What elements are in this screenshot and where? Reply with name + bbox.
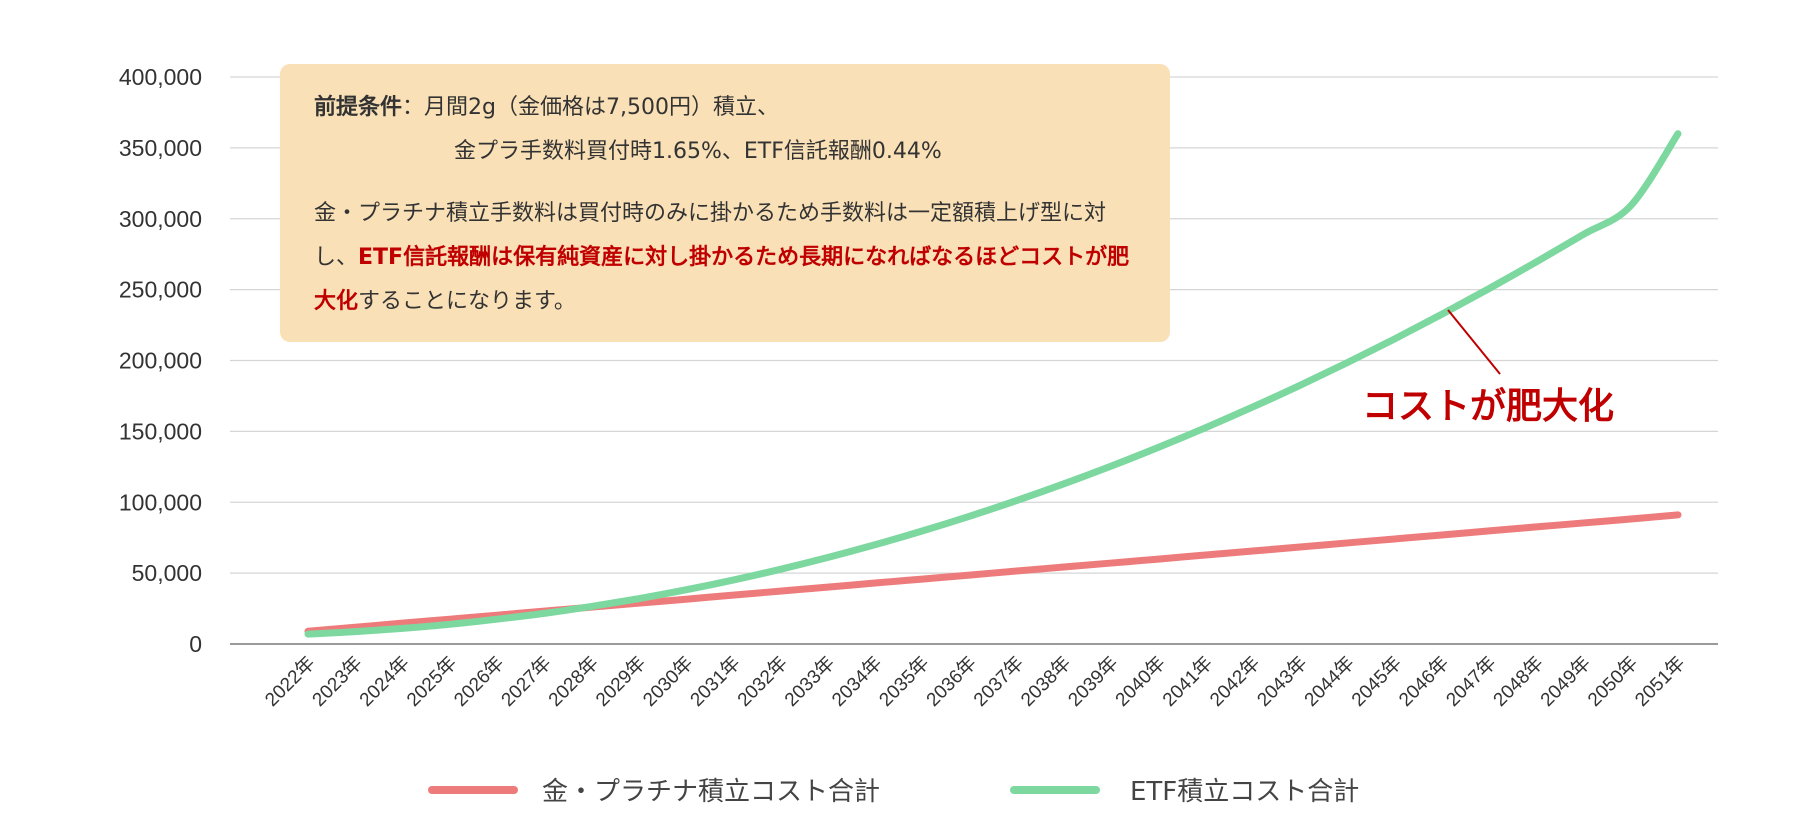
x-tick-label: 2037年 (969, 652, 1028, 711)
legend-label-etf: ETF積立コスト合計 (1130, 777, 1359, 807)
x-tick-label: 2040年 (1111, 652, 1170, 711)
condition-line-2: 金プラ手数料買付時1.65%、ETF信託報酬0.44% (454, 139, 942, 164)
y-tick-label: 350,000 (119, 135, 202, 161)
x-tick-label: 2049年 (1536, 652, 1595, 711)
x-tick-label: 2025年 (402, 652, 461, 711)
condition-line-1: 月間2g（金価格は7,500円）積立、 (424, 95, 779, 120)
x-tick-label: 2038年 (1017, 652, 1076, 711)
x-tick-label: 2028年 (544, 652, 603, 711)
x-tick-label: 2044年 (1300, 652, 1359, 711)
condition-separator: ： (402, 95, 425, 120)
callout-text: コストが肥大化 (1362, 386, 1614, 427)
x-tick-label: 2043年 (1253, 652, 1312, 711)
x-tick-label: 2033年 (780, 652, 839, 711)
x-tick-label: 2036年 (922, 652, 981, 711)
y-tick-label: 50,000 (132, 560, 202, 586)
x-tick-label: 2046年 (1394, 652, 1453, 711)
y-tick-label: 200,000 (119, 348, 202, 374)
series-lines (304, 130, 1682, 638)
x-tick-label: 2030年 (639, 652, 698, 711)
x-tick-label: 2050年 (1583, 652, 1642, 711)
x-tick-label: 2048年 (1489, 652, 1548, 711)
callout-pointer-line (1447, 309, 1501, 375)
explanation-part-1: 金・プラチナ積立手数料は買付時のみに掛かるため手数料は一定額積上げ型に対し、 (314, 201, 1107, 270)
x-tick-label: 2024年 (355, 652, 414, 711)
x-tick-label: 2027年 (497, 652, 556, 711)
y-tick-label: 300,000 (119, 206, 202, 232)
y-tick-label: 0 (189, 631, 202, 657)
y-tick-label: 100,000 (119, 489, 202, 515)
x-tick-label: 2042年 (1205, 652, 1264, 711)
x-tick-label: 2035年 (875, 652, 934, 711)
x-tick-label: 2023年 (308, 652, 367, 711)
x-axis: 2022年2023年2024年2025年2026年2027年2028年2029年… (261, 652, 1690, 711)
x-tick-label: 2032年 (733, 652, 792, 711)
x-tick-label: 2034年 (828, 652, 887, 711)
x-tick-label: 2045年 (1347, 652, 1406, 711)
explanation-part-2: することになります。 (358, 289, 576, 314)
explanation-text: 金・プラチナ積立手数料は買付時のみに掛かるため手数料は一定額積上げ型に対し、ET… (314, 192, 1136, 324)
x-tick-label: 2022年 (261, 652, 320, 711)
x-tick-label: 2051年 (1631, 652, 1690, 711)
x-tick-label: 2026年 (450, 652, 509, 711)
condition-label: 前提条件 (314, 95, 403, 120)
y-axis: 0 50,000 100,000 150,000 200,000 250,000 300,0… (119, 64, 202, 657)
y-tick-label: 150,000 (119, 418, 202, 444)
explanation-highlight: ETF信託報酬は保有純資産に対し掛かるため長期になればなるほどコストが肥大化 (314, 245, 1130, 314)
legend: 金・プラチナ積立コスト合計 ETF積立コスト合計 (428, 777, 1359, 807)
series-line-etf (304, 130, 1682, 638)
condition-row-2: 金プラ手数料買付時1.65%、ETF信託報酬0.44% (314, 130, 1136, 174)
x-tick-label: 2029年 (591, 652, 650, 711)
assumption-note-box: 前提条件：月間2g（金価格は7,500円）積立、 金プラ手数料買付時1.65%、… (280, 64, 1170, 342)
y-tick-label: 400,000 (119, 64, 202, 90)
legend-label-gold: 金・プラチナ積立コスト合計 (542, 777, 880, 807)
x-tick-label: 2047年 (1442, 652, 1501, 711)
x-tick-label: 2039年 (1064, 652, 1123, 711)
x-tick-label: 2031年 (686, 652, 745, 711)
x-tick-label: 2041年 (1158, 652, 1217, 711)
condition-row-1: 前提条件：月間2g（金価格は7,500円）積立、 (314, 86, 1136, 130)
y-tick-label: 250,000 (119, 277, 202, 303)
